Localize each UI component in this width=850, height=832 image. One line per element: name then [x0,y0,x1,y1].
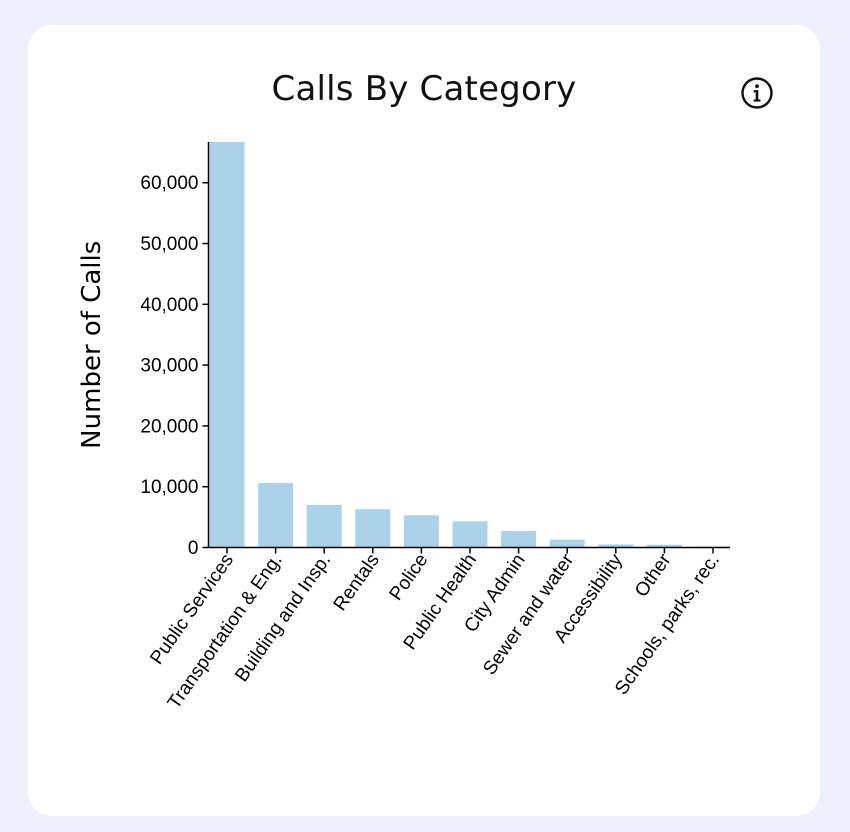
bar [403,515,439,548]
y-tick-label: 50,000 [140,234,198,255]
bar [452,521,488,548]
y-axis: 0 10,000 20,000 30,000 40,000 50,000 60,000 [140,142,210,559]
y-tick-label: 10,000 [140,477,198,498]
bar-chart: 0 10,000 20,000 30,000 40,000 50,000 60,000 Pu… [77,142,731,713]
bar [306,504,342,548]
bar [646,544,682,548]
bar [549,539,585,548]
y-tick-label: 0 [188,538,199,559]
chart-title: Calls By Category [271,69,577,109]
y-tick-label: 20,000 [140,416,198,437]
y-tick-label: 30,000 [140,356,198,377]
bars-group [209,142,731,548]
bar [258,483,294,548]
y-tick-label: 60,000 [140,173,198,194]
info-button[interactable] [740,76,774,110]
bar [355,509,391,548]
chart-card: Calls By Category 0 10,000 20,000 30,000 40,… [28,25,820,816]
x-category-label: Rentals [330,550,384,615]
bar [209,142,245,548]
bar [598,544,634,548]
y-axis-title: Number of Calls [77,241,107,449]
y-tick-label: 40,000 [140,295,198,316]
x-category-label: Police [386,550,433,604]
bar [501,531,537,548]
x-category-label: Other [631,550,676,602]
info-circle-icon [741,77,773,109]
